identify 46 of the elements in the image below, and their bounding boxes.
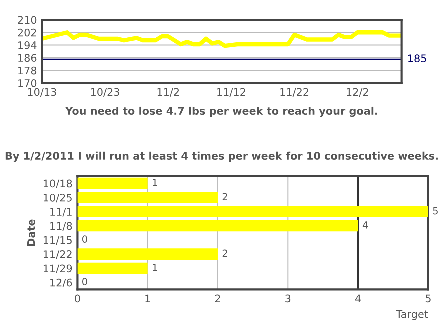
- x-tick-label: 11/12: [218, 88, 246, 97]
- text: You need to lose 4.7 lbs per week to reach your goal.: [65, 106, 378, 118]
- y-tick-label: 12/6: [50, 278, 72, 288]
- chart-title: By 1/2/2011 I will run at least 4 times per week for 10 consecutive weeks.: [6, 152, 438, 162]
- y-tick-label: 194: [18, 42, 37, 50]
- y-tick-label: 186: [18, 54, 37, 62]
- y-tick-label: 10/25: [44, 194, 72, 203]
- bar: [78, 262, 148, 274]
- data-label: 5: [433, 207, 438, 215]
- y-tick-label: 178: [18, 66, 37, 75]
- x-tick-label: 4: [356, 294, 362, 302]
- data-label: 2: [222, 250, 228, 258]
- y-tick-label: 11/1: [50, 208, 72, 217]
- x-tick-label: 5: [426, 294, 431, 303]
- ref-line-label: 185: [408, 54, 426, 63]
- data-label: 1: [153, 264, 158, 272]
- data-label: 0: [82, 278, 88, 286]
- data-label: 1: [153, 179, 158, 186]
- x-tick-label: 12/2: [347, 88, 368, 97]
- y-axis-title: Date: [28, 220, 36, 246]
- y-tick-label: 11/22: [44, 250, 72, 260]
- x-tick-label: 0: [75, 294, 80, 303]
- x-tick-label: 10/13: [28, 88, 56, 97]
- x-tick-label: 3: [286, 294, 291, 303]
- x-tick-label: 11/22: [280, 88, 309, 97]
- bar: [78, 220, 358, 232]
- data-label: 0: [82, 236, 88, 243]
- x-tick-label: 11/2: [158, 88, 180, 97]
- line-series: [42, 30, 402, 48]
- y-tick-label: 11/15: [44, 236, 72, 246]
- data-label: 2: [222, 193, 228, 200]
- y-tick-label: 11/29: [44, 264, 72, 274]
- y-tick-label: 210: [18, 16, 37, 24]
- y-tick-label: 202: [18, 28, 36, 37]
- y-tick-label: 170: [18, 79, 37, 88]
- bar: [78, 206, 428, 218]
- x-tick-label: 2: [215, 294, 220, 302]
- bar: [78, 178, 148, 190]
- y-tick-label: 11/8: [50, 222, 72, 231]
- data-label: 4: [362, 222, 368, 229]
- bar: [78, 248, 218, 260]
- x-tick-label: 1: [146, 294, 150, 302]
- y-tick-label: 10/18: [44, 180, 72, 188]
- x-axis-title: Target: [396, 310, 428, 320]
- x-tick-label: 10/23: [91, 88, 120, 97]
- bar: [78, 192, 218, 204]
